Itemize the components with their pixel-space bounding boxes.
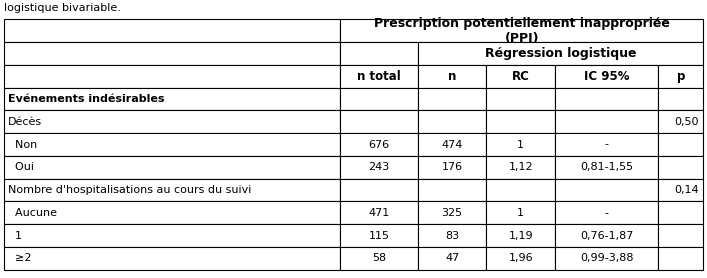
Bar — [555, 65, 658, 88]
Text: 1,19: 1,19 — [508, 230, 533, 240]
Text: 1: 1 — [518, 140, 525, 150]
Bar — [4, 156, 340, 179]
Bar — [340, 202, 418, 224]
Bar — [340, 156, 418, 179]
Bar — [340, 110, 418, 133]
Text: Oui: Oui — [8, 162, 34, 172]
Bar — [418, 110, 486, 133]
Text: 83: 83 — [445, 230, 460, 240]
Bar — [555, 88, 658, 110]
Bar — [486, 202, 555, 224]
Bar — [486, 224, 555, 247]
Text: Evénements indésirables: Evénements indésirables — [8, 94, 164, 104]
Bar — [658, 88, 703, 110]
Text: ≥2: ≥2 — [8, 253, 31, 263]
Bar — [486, 110, 555, 133]
Bar — [658, 224, 703, 247]
Bar — [340, 88, 418, 110]
Bar — [4, 224, 340, 247]
Bar — [340, 65, 418, 88]
Text: 471: 471 — [368, 208, 390, 218]
Text: RC: RC — [512, 70, 530, 83]
Bar — [4, 88, 340, 110]
Bar — [658, 110, 703, 133]
Bar — [4, 202, 340, 224]
Text: 474: 474 — [441, 140, 463, 150]
Bar — [418, 202, 486, 224]
Bar — [418, 179, 486, 202]
Text: 1,96: 1,96 — [508, 253, 533, 263]
Text: Aucune: Aucune — [8, 208, 57, 218]
Text: 243: 243 — [368, 162, 390, 172]
Text: Décès: Décès — [8, 117, 42, 127]
Bar — [486, 247, 555, 270]
Bar — [486, 88, 555, 110]
Text: IC 95%: IC 95% — [584, 70, 629, 83]
Text: 0,81-1,55: 0,81-1,55 — [580, 162, 633, 172]
Text: logistique bivariable.: logistique bivariable. — [4, 3, 120, 13]
Bar — [340, 133, 418, 156]
Bar — [4, 110, 340, 133]
Bar — [658, 202, 703, 224]
Bar — [555, 156, 658, 179]
Text: 325: 325 — [442, 208, 463, 218]
Text: Prescription potentiellement inappropriée
(PPI): Prescription potentiellement inapproprié… — [374, 17, 670, 45]
Bar — [555, 247, 658, 270]
Bar — [555, 179, 658, 202]
Text: Régression logistique: Régression logistique — [485, 47, 636, 60]
Text: n: n — [448, 70, 457, 83]
Bar — [555, 202, 658, 224]
Bar — [340, 247, 418, 270]
Bar — [658, 156, 703, 179]
Bar — [4, 19, 340, 42]
Text: Non: Non — [8, 140, 37, 150]
Bar — [4, 65, 340, 88]
Bar — [340, 179, 418, 202]
Bar — [340, 42, 418, 65]
Bar — [486, 179, 555, 202]
Bar — [658, 133, 703, 156]
Bar — [658, 179, 703, 202]
Text: 676: 676 — [368, 140, 390, 150]
Bar — [486, 133, 555, 156]
Bar — [418, 247, 486, 270]
Text: 0,14: 0,14 — [674, 185, 699, 195]
Bar — [418, 224, 486, 247]
Text: 0,76-1,87: 0,76-1,87 — [580, 230, 633, 240]
Bar — [340, 19, 703, 42]
Text: -: - — [604, 140, 609, 150]
Text: 0,50: 0,50 — [674, 117, 699, 127]
Bar — [340, 224, 418, 247]
Text: 115: 115 — [368, 230, 390, 240]
Bar — [4, 247, 340, 270]
Text: 58: 58 — [372, 253, 386, 263]
Bar — [418, 65, 486, 88]
Bar — [658, 65, 703, 88]
Bar — [486, 156, 555, 179]
Bar — [418, 88, 486, 110]
Bar — [4, 42, 340, 65]
Text: 1,12: 1,12 — [508, 162, 533, 172]
Bar — [418, 42, 703, 65]
Bar — [555, 110, 658, 133]
Text: 176: 176 — [442, 162, 463, 172]
Bar — [555, 224, 658, 247]
Bar — [418, 156, 486, 179]
Text: 1: 1 — [518, 208, 525, 218]
Text: 1: 1 — [8, 230, 22, 240]
Text: n total: n total — [357, 70, 401, 83]
Text: p: p — [677, 70, 685, 83]
Bar — [486, 65, 555, 88]
Bar — [555, 133, 658, 156]
Bar — [418, 133, 486, 156]
Bar — [4, 179, 340, 202]
Text: Nombre d'hospitalisations au cours du suivi: Nombre d'hospitalisations au cours du su… — [8, 185, 251, 195]
Text: -: - — [604, 208, 609, 218]
Text: 47: 47 — [445, 253, 460, 263]
Text: 0,99-3,88: 0,99-3,88 — [580, 253, 633, 263]
Bar — [658, 247, 703, 270]
Bar — [4, 133, 340, 156]
